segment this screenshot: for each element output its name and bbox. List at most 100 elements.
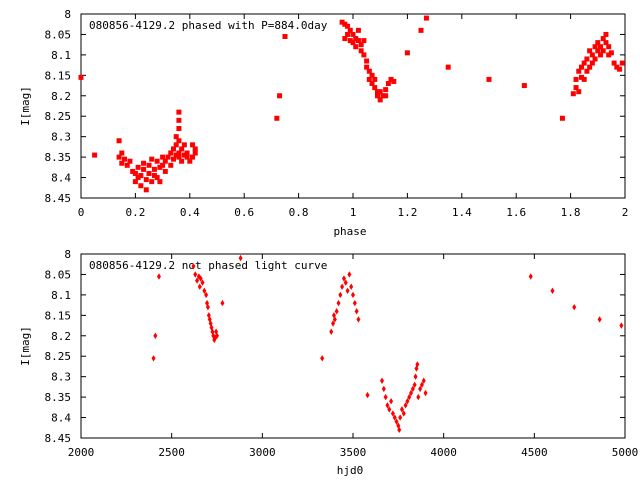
data-point (340, 283, 345, 290)
data-point (338, 291, 343, 299)
data-point (116, 154, 122, 160)
data-point (181, 142, 187, 148)
data-point (165, 154, 171, 160)
data-point (600, 36, 606, 42)
data-point (184, 154, 190, 160)
data-point (619, 322, 624, 329)
y-tick-label: 8.45 (45, 432, 72, 445)
data-point (347, 38, 353, 44)
data-point (407, 393, 412, 401)
y-tick-label: 8.05 (45, 28, 72, 41)
data-point (401, 410, 406, 417)
data-point (394, 418, 399, 425)
data-point (192, 150, 198, 156)
x-tick-label: 0.4 (180, 206, 200, 219)
data-point (611, 60, 617, 66)
y-tick-label: 8.05 (45, 268, 72, 281)
data-point (162, 158, 168, 164)
x-tick-label: 0.2 (125, 206, 145, 219)
y-tick-label: 8.15 (45, 309, 72, 322)
data-point (570, 91, 576, 97)
x-tick-label: 2000 (68, 446, 95, 459)
data-point (391, 78, 397, 84)
data-point (153, 332, 158, 339)
x-tick-label: 4500 (521, 446, 548, 459)
data-point (143, 187, 149, 193)
data-point (181, 152, 187, 158)
x-tick-label: 3500 (340, 446, 367, 459)
plot-title: 080856-4129.2 not phased light curve (89, 259, 327, 272)
data-point (162, 168, 168, 174)
data-point (143, 177, 149, 183)
data-point (383, 393, 388, 401)
data-point (184, 150, 190, 156)
x-tick-label: 0.8 (289, 206, 309, 219)
data-point (595, 48, 601, 54)
data-point (374, 93, 380, 99)
data-point (146, 162, 152, 168)
data-point (385, 402, 390, 409)
data-point (550, 287, 555, 294)
data-point (342, 21, 348, 27)
data-point (173, 152, 179, 158)
data-point (198, 275, 203, 282)
x-tick-label: 4000 (430, 446, 457, 459)
data-point (587, 48, 593, 54)
data-point (409, 389, 414, 397)
y-tick-label: 8.35 (45, 151, 72, 164)
y-tick-label: 8.4 (51, 172, 71, 185)
tick-group: 2000 2500 3000 3500 4000 4500 5000 8 8.05 8.1 8.15… (45, 248, 639, 459)
y-tick-label: 8.2 (51, 330, 71, 343)
data-point (282, 33, 288, 39)
data-point (176, 109, 182, 115)
data-point (173, 142, 179, 148)
data-point (78, 74, 84, 80)
data-point (179, 158, 185, 164)
y-tick-label: 8.1 (51, 289, 71, 302)
y-tick-label: 8.15 (45, 69, 72, 82)
data-point (351, 291, 355, 299)
data-point (383, 93, 389, 99)
data-point (576, 89, 582, 95)
data-point (584, 68, 590, 74)
x-tick-label: 2 (622, 206, 629, 219)
data-point (347, 271, 352, 278)
data-point (598, 44, 604, 50)
data-point (176, 125, 182, 131)
data-point (419, 381, 424, 389)
data-point (127, 158, 133, 164)
data-point (138, 173, 144, 179)
data-point (141, 160, 147, 166)
data-point (380, 93, 386, 99)
light-curve-plot: 080856-4129.2 not phased light curve hjd… (19, 248, 638, 477)
data-point (320, 355, 325, 362)
data-point (215, 332, 219, 339)
data-point (559, 115, 565, 121)
data-point (619, 60, 625, 66)
data-point (195, 277, 200, 284)
data-point (343, 279, 348, 286)
data-point (445, 64, 451, 70)
data-point (154, 158, 160, 164)
data-point (573, 85, 579, 91)
data-point (146, 170, 152, 176)
data-point (345, 31, 351, 37)
data-point (176, 150, 182, 156)
x-tick-label: 3000 (249, 446, 276, 459)
data-point (119, 150, 125, 156)
data-point (421, 377, 426, 384)
data-point (369, 81, 375, 87)
x-tick-label: 1.2 (397, 206, 417, 219)
data-point (392, 414, 397, 421)
data-point (170, 146, 176, 152)
y-tick-label: 8 (64, 248, 71, 261)
data-point (369, 72, 375, 78)
x-axis-label: hjd0 (337, 464, 364, 477)
data-point (355, 27, 361, 33)
data-point (190, 154, 196, 160)
data-point (341, 275, 346, 282)
point-group (151, 254, 624, 434)
data-point (124, 162, 130, 168)
y-tick-label: 8.1 (51, 49, 71, 62)
